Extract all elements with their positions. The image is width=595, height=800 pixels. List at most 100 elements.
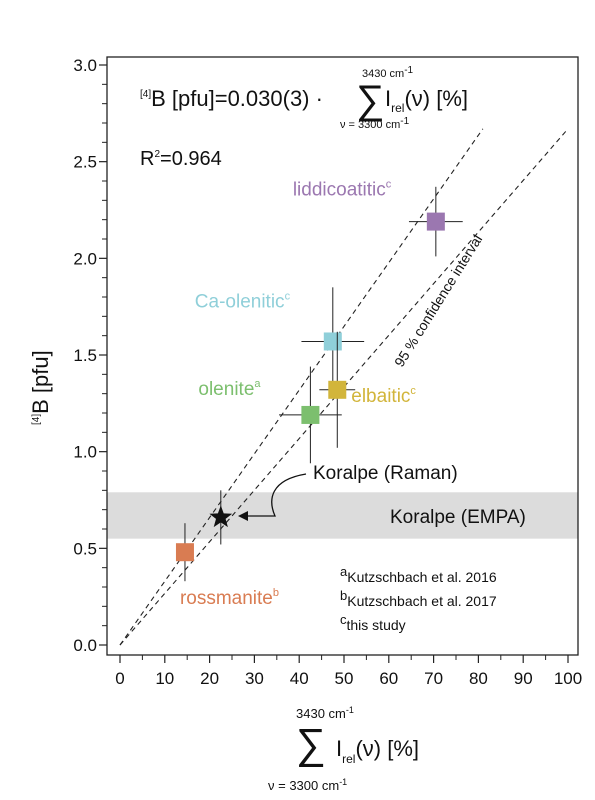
- point-label: elbaiticc: [351, 385, 416, 407]
- confidence-label: 95 % confidence interval: [391, 232, 485, 370]
- ref-c-sup: c: [340, 612, 347, 627]
- point-label-sup: c: [285, 290, 291, 302]
- point-label-text: liddicoatitic: [293, 180, 386, 201]
- equation-lhs: B [pfu]=0.030(3) ·: [151, 86, 323, 111]
- equation-sum-upper-exp: -1: [404, 65, 413, 76]
- point-label: liddicoatiticc: [293, 179, 392, 201]
- data-point-raman: [209, 490, 233, 545]
- equation-sum-lower-exp: -1: [400, 116, 409, 127]
- x-tick-label: 60: [379, 669, 398, 688]
- point-label-text: Ca-olenitic: [195, 291, 285, 312]
- x-title-suffix: (ν) [%]: [355, 736, 419, 761]
- point-label-text: rossmanite: [180, 588, 273, 609]
- point-label-sup: c: [410, 385, 416, 397]
- references: aKutzschbach et al. 2016 bKutzschbach et…: [340, 564, 497, 633]
- empa-label: Koralpe (EMPA): [390, 507, 526, 528]
- svg-text:aKutzschbach et al. 2016: aKutzschbach et al. 2016: [340, 564, 497, 585]
- x-tick-label: 50: [335, 669, 354, 688]
- equation-sum-sign: ∑: [356, 78, 385, 122]
- y-axis-title-sup: [4]: [31, 414, 42, 425]
- r2-sup: 2: [154, 149, 160, 160]
- ref-a-text: Kutzschbach et al. 2016: [347, 569, 497, 585]
- point-label-sup: a: [254, 378, 261, 390]
- data-point-olenite: olenitea: [198, 366, 342, 464]
- y-tick-label: 0.5: [73, 539, 97, 558]
- point-label-sup: c: [386, 179, 392, 191]
- svg-text:ν = 3300 cm-1: ν = 3300 cm-1: [340, 116, 410, 131]
- r2-value: =0.964: [160, 148, 222, 170]
- y-axis-title-text: B [pfu]: [28, 350, 53, 414]
- fit-line-upper: [119, 128, 484, 646]
- data-marker: [328, 380, 347, 399]
- ref-c-text: this study: [347, 617, 406, 633]
- point-label-sup: b: [273, 587, 279, 599]
- svg-text:cthis study: cthis study: [340, 612, 406, 633]
- equation-lhs-sup: [4]: [140, 89, 151, 100]
- x-title-sum-lower: ν = 3300 cm: [268, 778, 339, 793]
- x-tick-label: 20: [200, 669, 219, 688]
- x-tick-label: 10: [155, 669, 174, 688]
- svg-text:3430 cm-1: 3430 cm-1: [296, 705, 354, 721]
- data-point-elbaitic: elbaiticc: [319, 331, 416, 448]
- x-title-main-sub: rel: [342, 752, 355, 766]
- equation-main: I: [385, 86, 391, 111]
- equation-main-sub: rel: [391, 101, 404, 115]
- ref-a-sup: a: [340, 564, 348, 579]
- x-title-sum-upper: 3430 cm: [296, 706, 346, 721]
- y-tick-label: 2.5: [73, 153, 97, 172]
- point-label-text: elbaitic: [351, 386, 410, 407]
- data-marker: [175, 543, 194, 562]
- data-point-ca-olenitic: Ca-oleniticc: [195, 287, 365, 396]
- y-tick-label: 1.5: [73, 346, 97, 365]
- fit-line-lower: [119, 128, 569, 646]
- svg-text:Irel(ν) [%]: Irel(ν) [%]: [385, 86, 468, 115]
- x-tick-label: 30: [245, 669, 264, 688]
- svg-text:3430 cm-1: 3430 cm-1: [362, 65, 414, 80]
- x-title-sum-sign: ∑: [296, 720, 326, 767]
- x-tick-label: 40: [290, 669, 309, 688]
- x-tick-label: 90: [514, 669, 533, 688]
- equation: [4]B [pfu]=0.030(3) · 3430 cm-1 ∑ ν = 33…: [140, 65, 468, 131]
- x-tick-label: 80: [469, 669, 488, 688]
- y-tick-label: 3.0: [73, 56, 97, 75]
- y-axis-title: [4]B [pfu]: [28, 350, 53, 425]
- empa-band: [107, 492, 578, 539]
- equation-sum-upper: 3430 cm: [362, 68, 404, 80]
- x-title-sum-upper-exp: -1: [346, 705, 354, 715]
- r2-label: R2=0.964: [140, 148, 222, 170]
- point-label: Ca-oleniticc: [195, 290, 291, 312]
- x-title-main: I: [336, 736, 342, 761]
- raman-arrow: [243, 473, 307, 517]
- raman-arrowhead-icon: [238, 511, 248, 521]
- equation-suffix: (ν) [%]: [404, 86, 468, 111]
- svg-text:Irel(ν) [%]: Irel(ν) [%]: [336, 736, 419, 766]
- raman-label: Koralpe (Raman): [313, 463, 458, 484]
- equation-sum-lower: ν = 3300 cm: [340, 119, 400, 131]
- svg-text:bKutzschbach et al. 2017: bKutzschbach et al. 2017: [340, 588, 497, 609]
- svg-text:ν = 3300 cm-1: ν = 3300 cm-1: [268, 777, 347, 793]
- point-label: rossmaniteb: [180, 587, 279, 609]
- x-axis-title: 3430 cm-1 ∑ ν = 3300 cm-1 Irel(ν) [%]: [268, 705, 419, 793]
- star-marker-icon: [209, 505, 233, 528]
- x-title-sum-lower-exp: -1: [339, 777, 347, 787]
- ref-b-sup: b: [340, 588, 347, 603]
- data-point-rossmanite: rossmaniteb: [175, 523, 279, 609]
- data-marker: [323, 332, 342, 351]
- point-label: olenitea: [198, 378, 261, 400]
- r2-text: R: [140, 148, 154, 170]
- data-point-liddicoatitic: liddicoatiticc: [293, 179, 463, 257]
- plot-frame: [106, 56, 579, 656]
- x-tick-label: 100: [554, 669, 582, 688]
- y-tick-label: 1.0: [73, 443, 97, 462]
- svg-text:[4]B [pfu]=0.030(3) ·: [4]B [pfu]=0.030(3) ·: [140, 86, 323, 111]
- x-tick-label: 0: [115, 669, 124, 688]
- data-marker: [301, 405, 320, 424]
- x-tick-label: 70: [424, 669, 443, 688]
- y-tick-label: 0.0: [73, 636, 97, 655]
- data-marker: [426, 212, 445, 231]
- point-label-text: olenite: [198, 379, 254, 400]
- svg-text:R2=0.964: R2=0.964: [140, 148, 222, 170]
- ref-b-text: Kutzschbach et al. 2017: [347, 593, 497, 609]
- y-tick-label: 2.0: [73, 249, 97, 268]
